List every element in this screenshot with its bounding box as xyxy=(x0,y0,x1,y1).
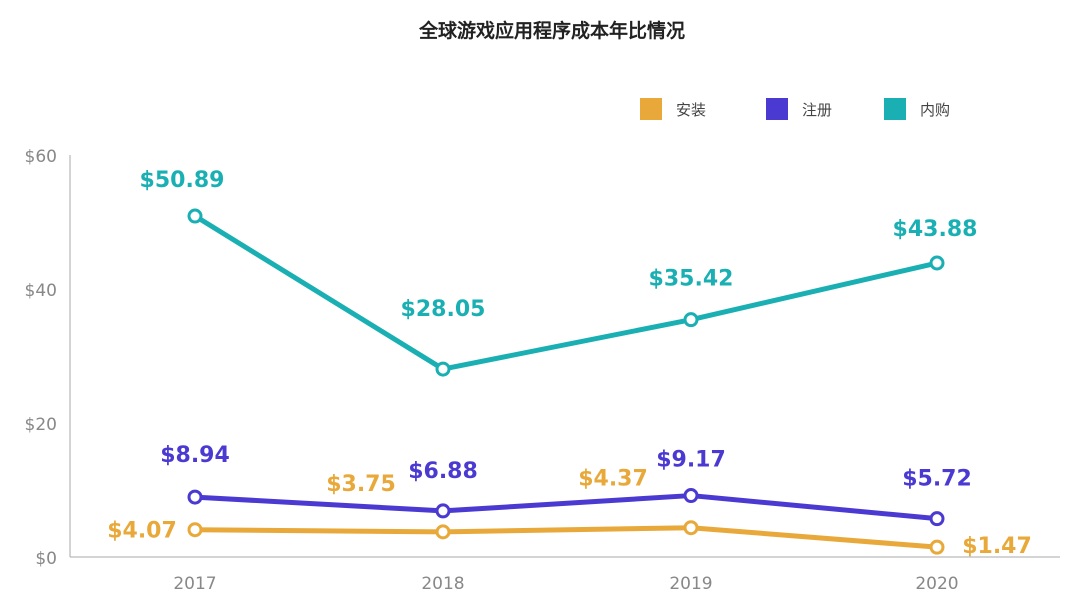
data-label: $28.05 xyxy=(401,297,486,322)
data-label: $8.94 xyxy=(160,443,230,468)
series-group xyxy=(187,208,945,555)
series-line-3 xyxy=(192,213,940,372)
data-point xyxy=(187,489,203,505)
legend-swatch-3 xyxy=(884,98,906,120)
x-tick-label: 2019 xyxy=(669,574,712,594)
data-label: $43.88 xyxy=(893,217,978,242)
y-tick-label: $0 xyxy=(35,549,57,569)
legend-swatch-1 xyxy=(640,98,662,120)
data-label: $1.47 xyxy=(962,534,1032,559)
data-labels: $4.07 $3.75 $4.37 $1.47 $8.94 $6.88 $9.17 $5.72… xyxy=(107,168,1032,559)
data-label: $3.75 xyxy=(326,472,396,497)
data-point xyxy=(187,208,203,224)
data-point xyxy=(683,312,699,328)
x-tick-label: 2018 xyxy=(421,574,464,594)
data-point xyxy=(435,524,451,540)
data-label: $4.37 xyxy=(578,467,648,492)
x-tick-label: 2017 xyxy=(173,574,216,594)
data-label: $35.42 xyxy=(649,267,734,292)
y-tick-label: $20 xyxy=(25,415,57,435)
data-point xyxy=(929,539,945,555)
series-line-1 xyxy=(192,525,940,550)
y-tick-label: $40 xyxy=(25,281,57,301)
data-label: $9.17 xyxy=(656,448,726,473)
legend-swatch-2 xyxy=(766,98,788,120)
chart-title: 全球游戏应用程序成本年比情况 xyxy=(418,19,685,42)
data-point xyxy=(683,488,699,504)
data-label: $5.72 xyxy=(902,467,972,492)
legend-label: 注册 xyxy=(802,101,832,119)
data-point xyxy=(435,503,451,519)
data-label: $6.88 xyxy=(408,459,478,484)
data-point xyxy=(929,255,945,271)
data-point xyxy=(683,520,699,536)
data-point xyxy=(187,522,203,538)
legend-label: 安装 xyxy=(676,101,706,119)
data-label: $4.07 xyxy=(107,519,177,544)
legend-label: 内购 xyxy=(920,101,950,119)
data-point xyxy=(435,361,451,377)
axes: $0 $20 $40 $60 2017 2018 2019 2020 xyxy=(25,147,1060,594)
data-label: $50.89 xyxy=(140,168,225,193)
legend: 安装 注册 内购 xyxy=(640,98,950,120)
series-line-2 xyxy=(192,493,940,522)
x-tick-label: 2020 xyxy=(915,574,958,594)
data-point xyxy=(929,511,945,527)
y-tick-label: $60 xyxy=(25,147,57,167)
